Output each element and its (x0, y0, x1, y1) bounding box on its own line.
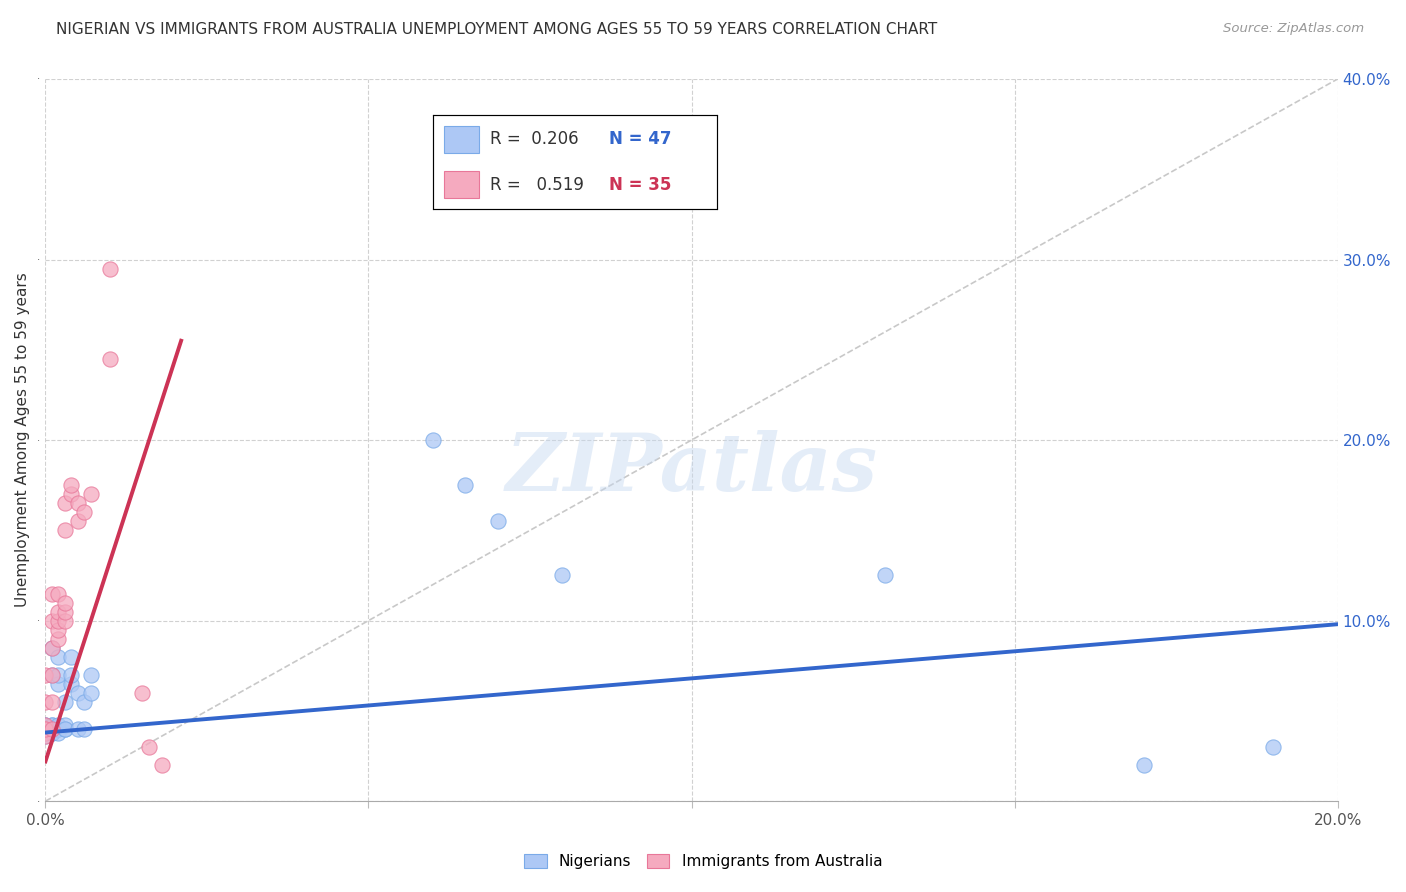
Point (53, 718, 76, 732)
Point (41, 586, 63, 600)
Point (66, 722, 89, 736)
Point (41, 718, 63, 732)
Point (48, 632, 70, 646)
Point (48, 649, 70, 664)
Point (34, 718, 56, 732)
Point (60, 667, 83, 681)
Point (73, 505, 96, 519)
Point (48, 725, 70, 739)
Point (66, 496, 89, 510)
Point (98, 261, 121, 276)
Point (34, 667, 56, 681)
Point (34, 722, 56, 736)
Point (66, 514, 89, 528)
Point (34, 725, 56, 739)
Y-axis label: Unemployment Among Ages 55 to 59 years: Unemployment Among Ages 55 to 59 years (15, 273, 30, 607)
Point (48, 605, 70, 619)
Point (41, 667, 63, 681)
Point (875, 568, 897, 582)
Point (34, 722, 56, 736)
Point (73, 722, 96, 736)
Point (79, 487, 101, 501)
Point (34, 718, 56, 732)
Point (41, 718, 63, 732)
Point (48, 722, 70, 736)
Point (34, 722, 56, 736)
Point (34, 729, 56, 743)
Point (41, 614, 63, 628)
Point (34, 722, 56, 736)
Text: ZIPatlas: ZIPatlas (506, 430, 877, 508)
Point (73, 695, 96, 709)
Point (138, 739, 160, 754)
Point (34, 722, 56, 736)
Point (48, 677, 70, 691)
Point (131, 686, 153, 700)
Point (41, 722, 63, 736)
Point (48, 623, 70, 637)
Text: NIGERIAN VS IMMIGRANTS FROM AUSTRALIA UNEMPLOYMENT AMONG AGES 55 TO 59 YEARS COR: NIGERIAN VS IMMIGRANTS FROM AUSTRALIA UN… (56, 22, 938, 37)
Point (454, 478, 477, 492)
Point (53, 524, 76, 538)
Point (34, 722, 56, 736)
Point (79, 667, 101, 681)
Point (41, 722, 63, 736)
Point (79, 686, 101, 700)
Point (48, 718, 70, 732)
Point (60, 649, 83, 664)
Point (422, 433, 444, 447)
Point (41, 640, 63, 655)
Point (66, 686, 89, 700)
Point (150, 758, 173, 772)
Point (34, 718, 56, 732)
Point (48, 722, 70, 736)
Point (551, 568, 574, 582)
Point (60, 478, 83, 492)
Point (41, 695, 63, 709)
Point (48, 614, 70, 628)
Point (48, 586, 70, 600)
Point (34, 725, 56, 739)
Point (60, 677, 83, 691)
Point (98, 351, 121, 366)
Point (41, 722, 63, 736)
Point (41, 667, 63, 681)
Point (53, 496, 76, 510)
Point (41, 722, 63, 736)
Point (34, 722, 56, 736)
Point (48, 667, 70, 681)
Point (41, 725, 63, 739)
Legend: Nigerians, Immigrants from Australia: Nigerians, Immigrants from Australia (517, 848, 889, 875)
Point (34, 695, 56, 709)
Point (1133, 758, 1156, 772)
Point (1261, 739, 1284, 754)
Point (34, 722, 56, 736)
Point (53, 722, 76, 736)
Point (34, 729, 56, 743)
Point (41, 640, 63, 655)
Point (41, 722, 63, 736)
Point (34, 725, 56, 739)
Point (53, 614, 76, 628)
Point (53, 595, 76, 609)
Point (53, 722, 76, 736)
Point (486, 514, 509, 528)
Point (53, 605, 76, 619)
Point (41, 725, 63, 739)
Point (53, 695, 76, 709)
Point (60, 487, 83, 501)
Text: Source: ZipAtlas.com: Source: ZipAtlas.com (1223, 22, 1364, 36)
